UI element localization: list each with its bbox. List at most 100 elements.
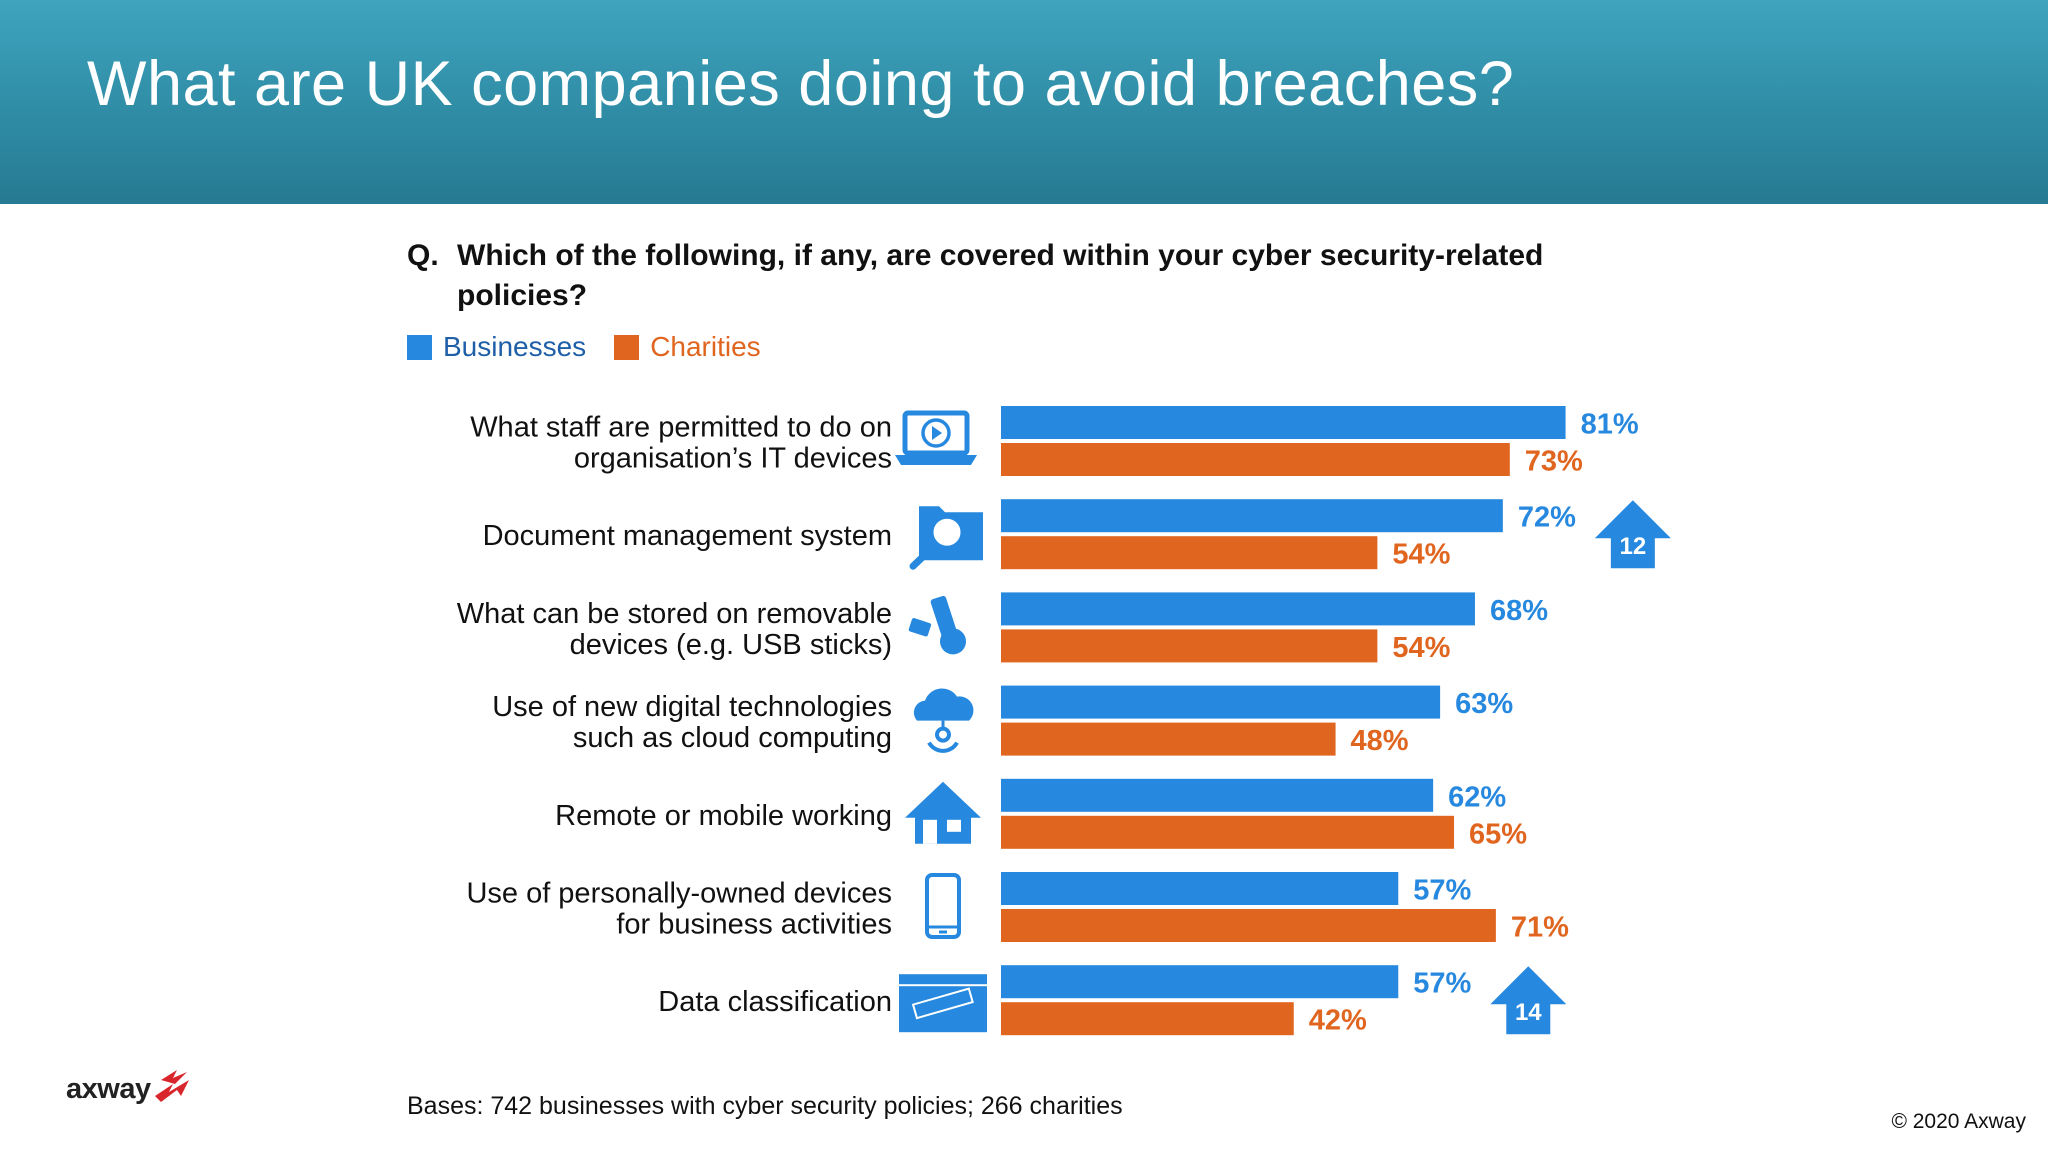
category-label: Data classification — [658, 986, 892, 1018]
category-label-line: organisation’s IT devices — [574, 443, 892, 475]
data-label: 57% — [1413, 875, 1471, 907]
data-label: 63% — [1455, 688, 1513, 720]
chart-legend: Businesses Charities — [407, 330, 789, 364]
category-label: Document management system — [483, 520, 892, 552]
category-group: Remote or mobile working 62% 65% — [555, 778, 1527, 850]
bar-businesses — [1001, 965, 1399, 999]
house-shape — [905, 781, 981, 844]
category-label-line: such as cloud computing — [573, 722, 892, 754]
confidential-folder-icon — [899, 974, 987, 1033]
signal-arc — [927, 741, 959, 753]
data-label: 72% — [1518, 502, 1576, 534]
category-label: Remote or mobile working — [555, 800, 892, 832]
laptop-play-icon — [895, 410, 977, 465]
phone-body — [925, 873, 961, 939]
category-label-line: Data classification — [658, 986, 892, 1018]
data-label: 68% — [1490, 595, 1548, 627]
data-label: 71% — [1511, 912, 1569, 944]
data-label: 73% — [1525, 446, 1583, 478]
bar-charities — [1001, 815, 1455, 849]
category-label: What can be stored on removable devices (… — [457, 598, 892, 661]
bar-charities — [1001, 536, 1378, 570]
category-label-line: What can be stored on removable — [457, 598, 892, 630]
logo-text: axway — [66, 1073, 151, 1105]
legend-swatch-businesses — [407, 334, 432, 360]
category-group: What staff are permitted to do on organis… — [470, 406, 1639, 478]
bar-charities — [1001, 629, 1378, 663]
bar-charities — [1001, 722, 1336, 756]
cloud-shape — [913, 688, 974, 721]
confidential-stamp — [911, 987, 974, 1020]
bar-charities — [1001, 443, 1510, 476]
bar-businesses — [1001, 778, 1434, 812]
legend-item-businesses: Businesses — [407, 331, 586, 363]
bar-businesses — [1001, 406, 1566, 439]
bar-businesses — [1001, 872, 1399, 905]
data-label: 48% — [1351, 725, 1409, 757]
play-circle — [921, 418, 951, 448]
data-label: 65% — [1469, 818, 1527, 850]
usb-stick-icon — [908, 595, 966, 655]
category-label-line: Remote or mobile working — [555, 800, 892, 832]
header-banner: What are UK companies doing to avoid bre… — [0, 0, 2048, 204]
house-icon — [905, 781, 981, 844]
category-group: Use of new digital technologies such as c… — [492, 685, 1513, 757]
data-label: 81% — [1581, 409, 1639, 441]
house-door — [923, 819, 937, 844]
folder-tabs — [899, 974, 987, 985]
cloud-computing-icon — [913, 688, 974, 753]
change-value: 12 — [1619, 533, 1646, 560]
magnifier-lens — [928, 513, 966, 551]
arrow-shape — [1594, 500, 1671, 569]
data-label: 54% — [1392, 632, 1450, 664]
arrow-shape — [1490, 966, 1567, 1035]
change-arrow-icon: 12 — [1594, 500, 1671, 569]
change-value: 14 — [1515, 999, 1542, 1026]
legend-swatch-charities — [614, 334, 640, 360]
category-group: What can be stored on removable devices (… — [457, 592, 1548, 664]
category-label-line: Document management system — [483, 520, 892, 552]
data-label: 62% — [1448, 781, 1506, 813]
usb-cap — [940, 628, 966, 655]
data-label: 54% — [1392, 539, 1450, 571]
copyright-text: © 2020 Axway — [1891, 1110, 2026, 1133]
house-window — [947, 819, 961, 832]
laptop-screen — [902, 410, 970, 456]
usb-plug — [908, 618, 932, 637]
category-label: Use of new digital technologies such as c… — [492, 691, 892, 754]
category-label: What staff are permitted to do on organis… — [470, 412, 892, 475]
legend-label-charities: Charities — [650, 331, 761, 362]
legend-item-charities: Charities — [614, 331, 761, 363]
question-prefix: Q. — [407, 239, 439, 272]
play-triangle — [932, 426, 942, 440]
page-title: What are UK companies doing to avoid bre… — [87, 49, 1515, 119]
bar-charities — [1001, 1002, 1294, 1036]
question-text: Which of the following, if any, are cove… — [457, 239, 1544, 312]
category-label-line: for business activities — [616, 909, 892, 941]
category-label: Use of personally-owned devices for busin… — [466, 878, 892, 941]
bar-businesses — [1001, 499, 1503, 533]
axway-logo-mark — [154, 1070, 189, 1102]
category-label-line: Use of personally-owned devices — [466, 878, 892, 910]
bar-businesses — [1001, 685, 1441, 719]
change-arrow-icon: 14 — [1490, 966, 1567, 1035]
bases-note: Bases: 742 businesses with cyber securit… — [407, 1092, 1123, 1120]
legend-label-businesses: Businesses — [443, 331, 587, 362]
category-label-line: What staff are permitted to do on — [470, 412, 892, 444]
category-group: Data classification 57% 42% — [658, 965, 1472, 1037]
data-label: 57% — [1413, 968, 1471, 1000]
axway-logo: axway — [66, 1066, 193, 1106]
category-label-line: Use of new digital technologies — [492, 691, 892, 723]
bar-businesses — [1001, 592, 1475, 626]
survey-question: Q. Which of the following, if any, are c… — [407, 236, 1667, 316]
folder-search-icon — [909, 506, 983, 570]
data-label: 42% — [1309, 1005, 1367, 1037]
mobile-phone-icon — [925, 873, 961, 939]
category-group: Use of personally-owned devices for busin… — [466, 872, 1569, 944]
usb-body — [930, 595, 958, 640]
category-label-line: devices (e.g. USB sticks) — [570, 629, 892, 661]
cloud-node — [935, 726, 951, 743]
bar-charities — [1001, 909, 1496, 942]
folder-body — [899, 986, 987, 1033]
